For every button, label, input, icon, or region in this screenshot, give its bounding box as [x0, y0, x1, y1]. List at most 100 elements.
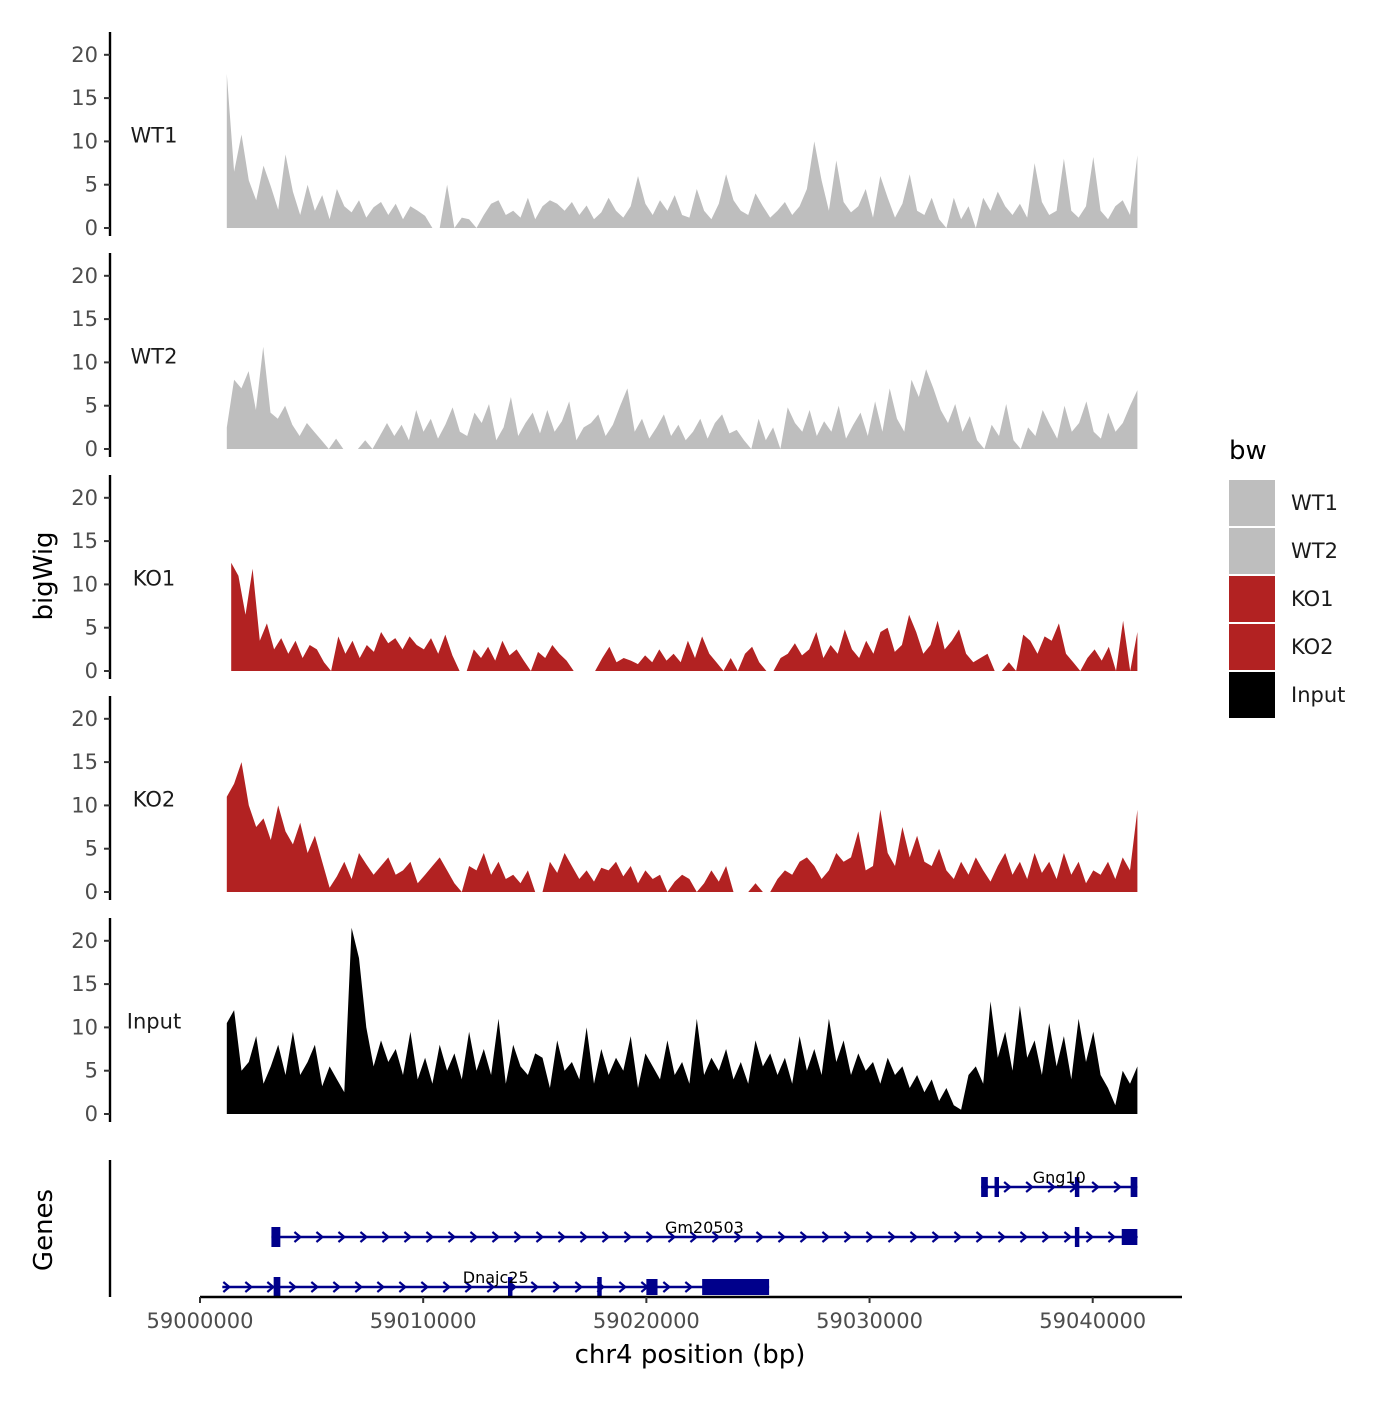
legend-title: bw: [1229, 436, 1267, 466]
y-tick-label: 10: [71, 793, 98, 817]
track-label-wt2: WT2: [131, 344, 178, 368]
strand-arrow: [684, 1281, 694, 1293]
strand-arrow: [1085, 1231, 1095, 1243]
strand-arrow: [552, 1281, 562, 1293]
strand-arrow: [821, 1231, 831, 1243]
gene-gm20503: Gm20503: [271, 1218, 1139, 1247]
x-tick-label: 59010000: [370, 1309, 477, 1333]
y-tick-label: 20: [71, 43, 98, 67]
strand-arrow: [865, 1231, 875, 1243]
coverage-area-wt1: [226, 73, 1138, 229]
y-tick-label: 15: [71, 86, 98, 110]
legend-swatch-input: [1229, 672, 1275, 718]
gene-label: Dnajc25: [463, 1268, 529, 1287]
strand-arrow: [359, 1231, 369, 1243]
strand-arrow: [530, 1281, 540, 1293]
strand-arrow: [799, 1231, 809, 1243]
gene-dnajc25: Dnajc25: [222, 1268, 770, 1297]
genes-axis-title: Genes: [29, 1189, 59, 1271]
strand-arrow: [755, 1231, 765, 1243]
y-tick-label: 15: [71, 972, 98, 996]
y-tick-label: 10: [71, 129, 98, 153]
coverage-area-ko1: [231, 562, 1138, 671]
y-tick-label: 0: [85, 880, 98, 904]
strand-arrow: [442, 1281, 452, 1293]
y-tick-label: 0: [85, 1102, 98, 1126]
y-tick-label: 5: [85, 1059, 98, 1083]
exon: [507, 1277, 513, 1297]
y-tick-label: 5: [85, 173, 98, 197]
y-tick-label: 15: [71, 307, 98, 331]
coverage-area-wt2: [226, 346, 1138, 449]
strand-arrow: [354, 1281, 364, 1293]
strand-arrow: [618, 1281, 628, 1293]
strand-arrow: [425, 1231, 435, 1243]
track-label-ko2: KO2: [133, 787, 176, 811]
strand-arrow: [574, 1281, 584, 1293]
strand-arrow: [1019, 1231, 1029, 1243]
track-input: 0 5 10 15 20 Input: [71, 918, 1138, 1126]
legend-swatch-wt2: [1229, 528, 1275, 574]
y-tick-label: 10: [71, 1015, 98, 1039]
strand-arrow: [1025, 1181, 1034, 1193]
strand-arrow: [1041, 1231, 1051, 1243]
y-tick-label: 10: [71, 572, 98, 596]
strand-arrow: [601, 1231, 611, 1243]
y-tick-label: 20: [71, 929, 98, 953]
strand-arrow: [381, 1231, 391, 1243]
x-axis: 59000000 59010000 59020000 59030000 59040000: [147, 1295, 1182, 1333]
y-tick-label: 20: [71, 264, 98, 288]
legend-label-wt2: WT2: [1291, 539, 1338, 563]
strand-arrow: [843, 1231, 853, 1243]
strand-arrow: [310, 1281, 320, 1293]
legend: WT1 WT2 KO1 KO2 Input: [1229, 480, 1345, 718]
strand-arrow: [315, 1231, 325, 1243]
strand-arrow: [288, 1281, 298, 1293]
strand-arrow: [975, 1231, 985, 1243]
exon: [994, 1177, 999, 1197]
gene-panel: Gng10 Gm20503 Dnajc25: [108, 1160, 1139, 1297]
strand-arrow: [513, 1231, 523, 1243]
strand-arrow: [266, 1281, 276, 1293]
legend-swatch-wt1: [1229, 480, 1275, 526]
strand-arrow: [777, 1231, 787, 1243]
legend-label-wt1: WT1: [1291, 491, 1338, 515]
y-tick-label: 15: [71, 750, 98, 774]
track-wt2: 0 5 10 15 20 WT2: [71, 253, 1138, 461]
strand-arrow: [623, 1231, 633, 1243]
strand-arrow: [403, 1231, 413, 1243]
exon: [646, 1279, 658, 1295]
strand-arrow: [931, 1231, 941, 1243]
strand-arrow: [1047, 1181, 1056, 1193]
y-tick-label: 10: [71, 350, 98, 374]
x-tick-label: 59040000: [1039, 1309, 1146, 1333]
track-label-wt1: WT1: [131, 123, 178, 147]
strand-arrow: [953, 1231, 963, 1243]
strand-arrow: [557, 1231, 567, 1243]
coverage-area-ko2: [226, 762, 1138, 892]
y-tick-label: 15: [71, 529, 98, 553]
coverage-area-input: [226, 927, 1138, 1114]
strand-arrow: [909, 1231, 919, 1243]
strand-arrow: [579, 1231, 589, 1243]
track-ko1: 0 5 10 15 20 KO1: [71, 475, 1138, 683]
strand-arrow: [1063, 1231, 1073, 1243]
exon: [702, 1279, 770, 1295]
exon: [271, 1227, 281, 1247]
legend-swatch-ko1: [1229, 576, 1275, 622]
track-panels: 0 5 10 15 20 WT1 0 5 10 15 20 WT2 0 5 10 15 20 KO1 0 5 10 15 2…: [71, 32, 1138, 1126]
y-tick-label: 20: [71, 707, 98, 731]
strand-arrow: [376, 1281, 386, 1293]
strand-arrow: [486, 1281, 496, 1293]
strand-arrow: [491, 1231, 501, 1243]
strand-arrow: [420, 1281, 430, 1293]
track-label-input: Input: [127, 1009, 181, 1033]
exon: [1074, 1177, 1080, 1197]
strand-arrow: [398, 1281, 408, 1293]
y-tick-label: 20: [71, 486, 98, 510]
strand-arrow: [887, 1231, 897, 1243]
y-tick-label: 0: [85, 437, 98, 461]
track-label-ko1: KO1: [133, 566, 176, 590]
strand-arrow: [447, 1231, 457, 1243]
